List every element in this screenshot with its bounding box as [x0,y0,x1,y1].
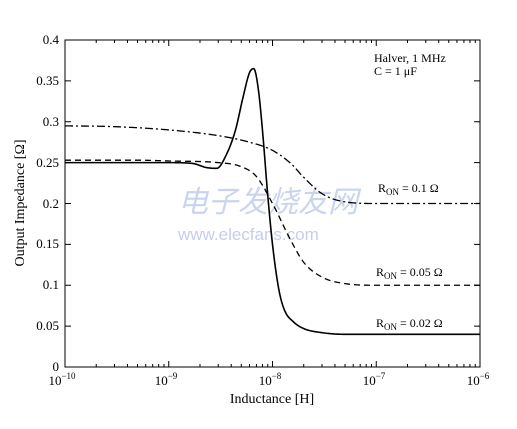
annotation-line-1: Halver, 1 MHz [374,51,446,65]
series-line-dashdot [64,125,480,205]
x-tick-label: 10−7 [363,371,386,388]
y-tick-label: 0 [53,359,60,374]
series-label-ron-0.05: RON = 0.05 Ω [376,265,443,281]
series-label-ron-0.1: RON = 0.1 Ω [378,181,439,197]
x-tick-label: 10−6 [467,371,490,388]
watermark-url: www.elecfans.com [177,225,319,244]
y-tick-label: 0.15 [36,236,59,251]
y-tick-label: 0.4 [43,32,60,47]
x-axis-label: Inductance [H] [230,392,314,407]
series-layer [64,67,480,336]
x-tick-label: 10−9 [155,371,178,388]
y-tick-label: 0.1 [43,277,59,292]
annotation-line-2: C = 1 μF [374,64,417,78]
x-tick-labels: 10−10 10−9 10−8 10−7 10−6 [48,371,489,388]
y-axis-label: Output Impedance [Ω] [13,139,28,266]
y-tick-label: 0.3 [43,114,59,129]
y-tick-label: 0.2 [43,196,59,211]
y-tick-label: 0.25 [36,155,59,170]
x-tick-label: 10−8 [259,371,282,388]
y-tick-label: 0.35 [36,73,59,88]
y-tick-label: 0.05 [36,318,59,333]
x-tick-label: 10−10 [48,371,76,388]
series-line-solid [65,67,480,336]
series-label-ron-0.02: RON = 0.02 Ω [376,316,443,332]
y-tick-labels: 0 0.05 0.1 0.15 0.2 0.25 0.3 0.35 0.4 [36,32,59,374]
